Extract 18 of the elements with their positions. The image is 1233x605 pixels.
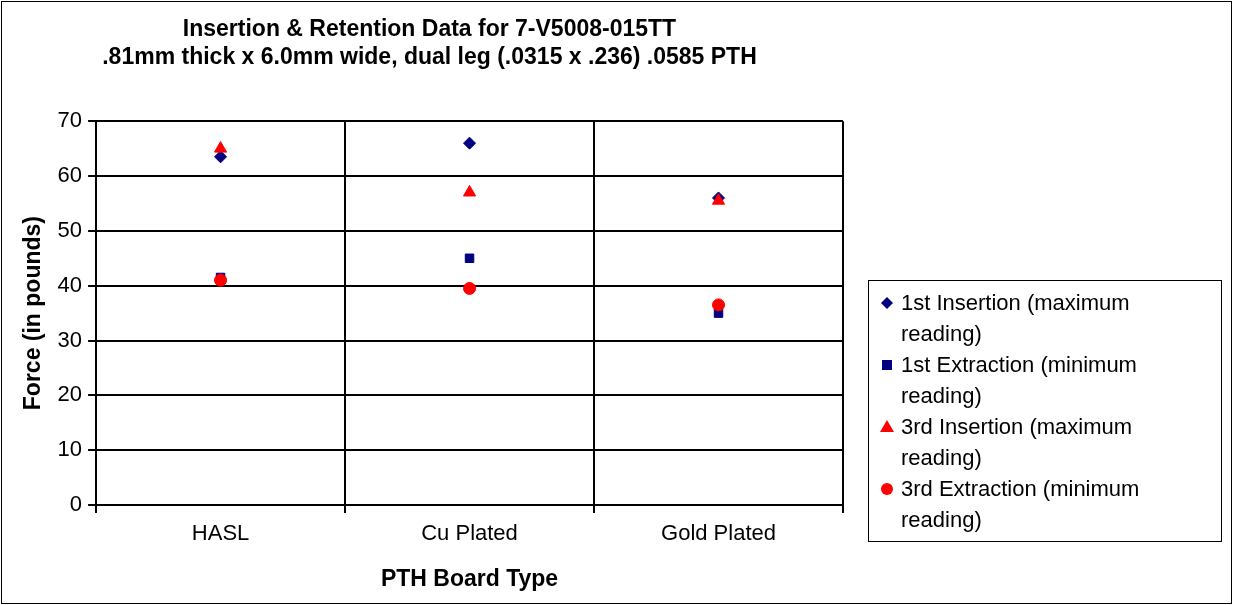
x-tick-label: HASL [191, 520, 250, 546]
y-tick-label: 70 [57, 107, 83, 133]
legend-label: 1st Extraction (minimum reading) [901, 351, 1138, 410]
y-axis-title: Force (in pounds) [19, 215, 46, 411]
x-axis-title: PTH Board Type [380, 564, 559, 591]
legend-label: 1st Insertion (maximum reading) [901, 289, 1131, 348]
chart-title: Insertion & Retention Data for 7-V5008-015TT .81mm thick x 6.0mm wide, dual leg (.0315 x .236) .0585 PTH [102, 15, 757, 69]
y-tick-label: 10 [57, 436, 83, 462]
y-tick-label: 20 [57, 381, 83, 407]
x-tick-label: Cu Plated [421, 520, 518, 546]
legend-label: 3rd Insertion (maximum reading) [901, 413, 1134, 472]
y-tick-label: 50 [57, 216, 83, 242]
legend-label: 3rd Extraction (minimum reading) [901, 475, 1141, 534]
x-tick-label: Gold Plated [661, 520, 776, 546]
y-tick-label: 60 [57, 162, 83, 188]
y-tick-label: 30 [57, 326, 83, 352]
y-tick-label: 0 [69, 491, 83, 517]
y-tick-label: 40 [57, 271, 83, 297]
